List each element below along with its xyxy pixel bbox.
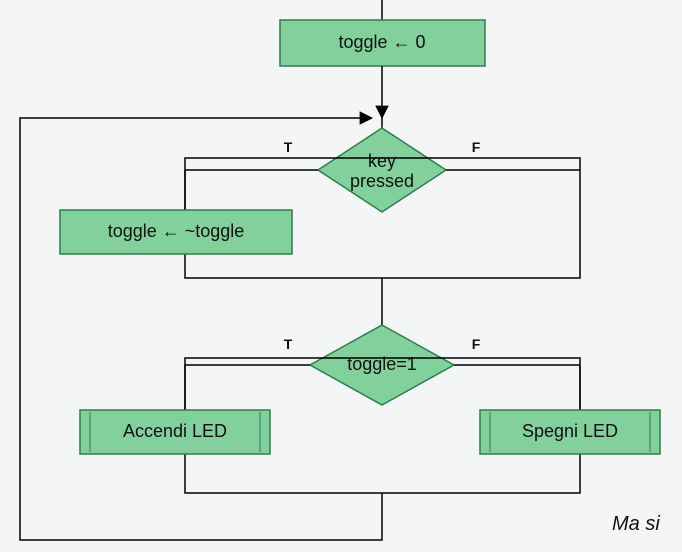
d2-true-label: T xyxy=(284,336,293,352)
node-d1-label-line1: key xyxy=(368,151,396,171)
node-p3-label: Spegni LED xyxy=(522,421,618,441)
d2-false-label: F xyxy=(472,336,481,352)
node-p2-label: Accendi LED xyxy=(123,421,227,441)
node-p1-label: toggle ← ~toggle xyxy=(108,221,245,241)
node-p2: Accendi LED xyxy=(80,410,270,454)
node-d2-label: toggle=1 xyxy=(347,354,417,374)
node-p3: Spegni LED xyxy=(480,410,660,454)
flowchart-canvas: toggle ← 0 key pressed T F toggle ← ~tog… xyxy=(0,0,682,552)
d1-true-label: T xyxy=(284,139,293,155)
node-p1: toggle ← ~toggle xyxy=(60,210,292,254)
node-init-label: toggle ← 0 xyxy=(338,32,425,52)
caption-text: Ma si xyxy=(612,513,660,535)
node-d1: key pressed xyxy=(318,128,446,212)
d1-false-label: F xyxy=(472,139,481,155)
node-init: toggle ← 0 xyxy=(280,20,485,66)
node-d1-label-line2: pressed xyxy=(350,171,414,191)
node-d2: toggle=1 xyxy=(310,325,454,405)
edge-loop-back xyxy=(20,118,382,540)
